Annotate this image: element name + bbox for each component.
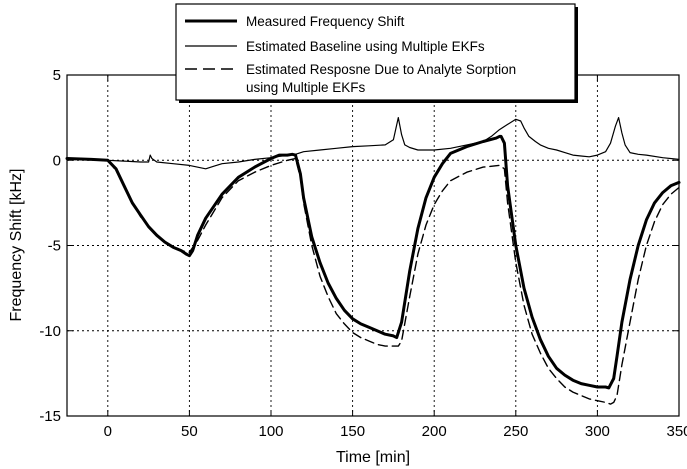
series-layer xyxy=(65,116,681,405)
series-line-1 xyxy=(65,134,681,390)
legend-label-1: Measured Frequency Shift xyxy=(246,14,405,29)
x-tick-label: 0 xyxy=(104,423,112,440)
y-tick-label: 0 xyxy=(53,152,61,169)
legend-label-3: using Multiple EKFs xyxy=(246,80,366,95)
tick-layer: 0 50 100 150 200 250 300 350 -15 -10 -5 0 5 xyxy=(39,67,687,440)
x-tick-label: 200 xyxy=(422,423,447,440)
legend-label-2: Estimated Baseline using Multiple EKFs xyxy=(246,39,485,54)
x-tick-label: 300 xyxy=(585,423,610,440)
legend-box xyxy=(175,3,576,101)
x-tick-label: 50 xyxy=(181,423,198,440)
legend: Measured Frequency Shift Estimated Baseli… xyxy=(175,3,578,103)
y-tick-label: -10 xyxy=(39,323,61,340)
y-tick-label: -15 xyxy=(39,408,61,425)
x-tick-label: 150 xyxy=(340,423,365,440)
y-tick-label: 5 xyxy=(53,67,61,84)
legend-label-3: Estimated Resposne Due to Analyte Sorpti… xyxy=(246,62,516,77)
x-axis-label: Time [min] xyxy=(336,449,410,466)
x-tick-label: 100 xyxy=(258,423,283,440)
x-tick-label: 350 xyxy=(666,423,687,440)
x-tick-label: 250 xyxy=(503,423,528,440)
y-axis-label: Frequency Shift [kHz] xyxy=(8,169,25,322)
series-line-2 xyxy=(66,116,680,170)
y-tick-label: -5 xyxy=(48,238,61,255)
